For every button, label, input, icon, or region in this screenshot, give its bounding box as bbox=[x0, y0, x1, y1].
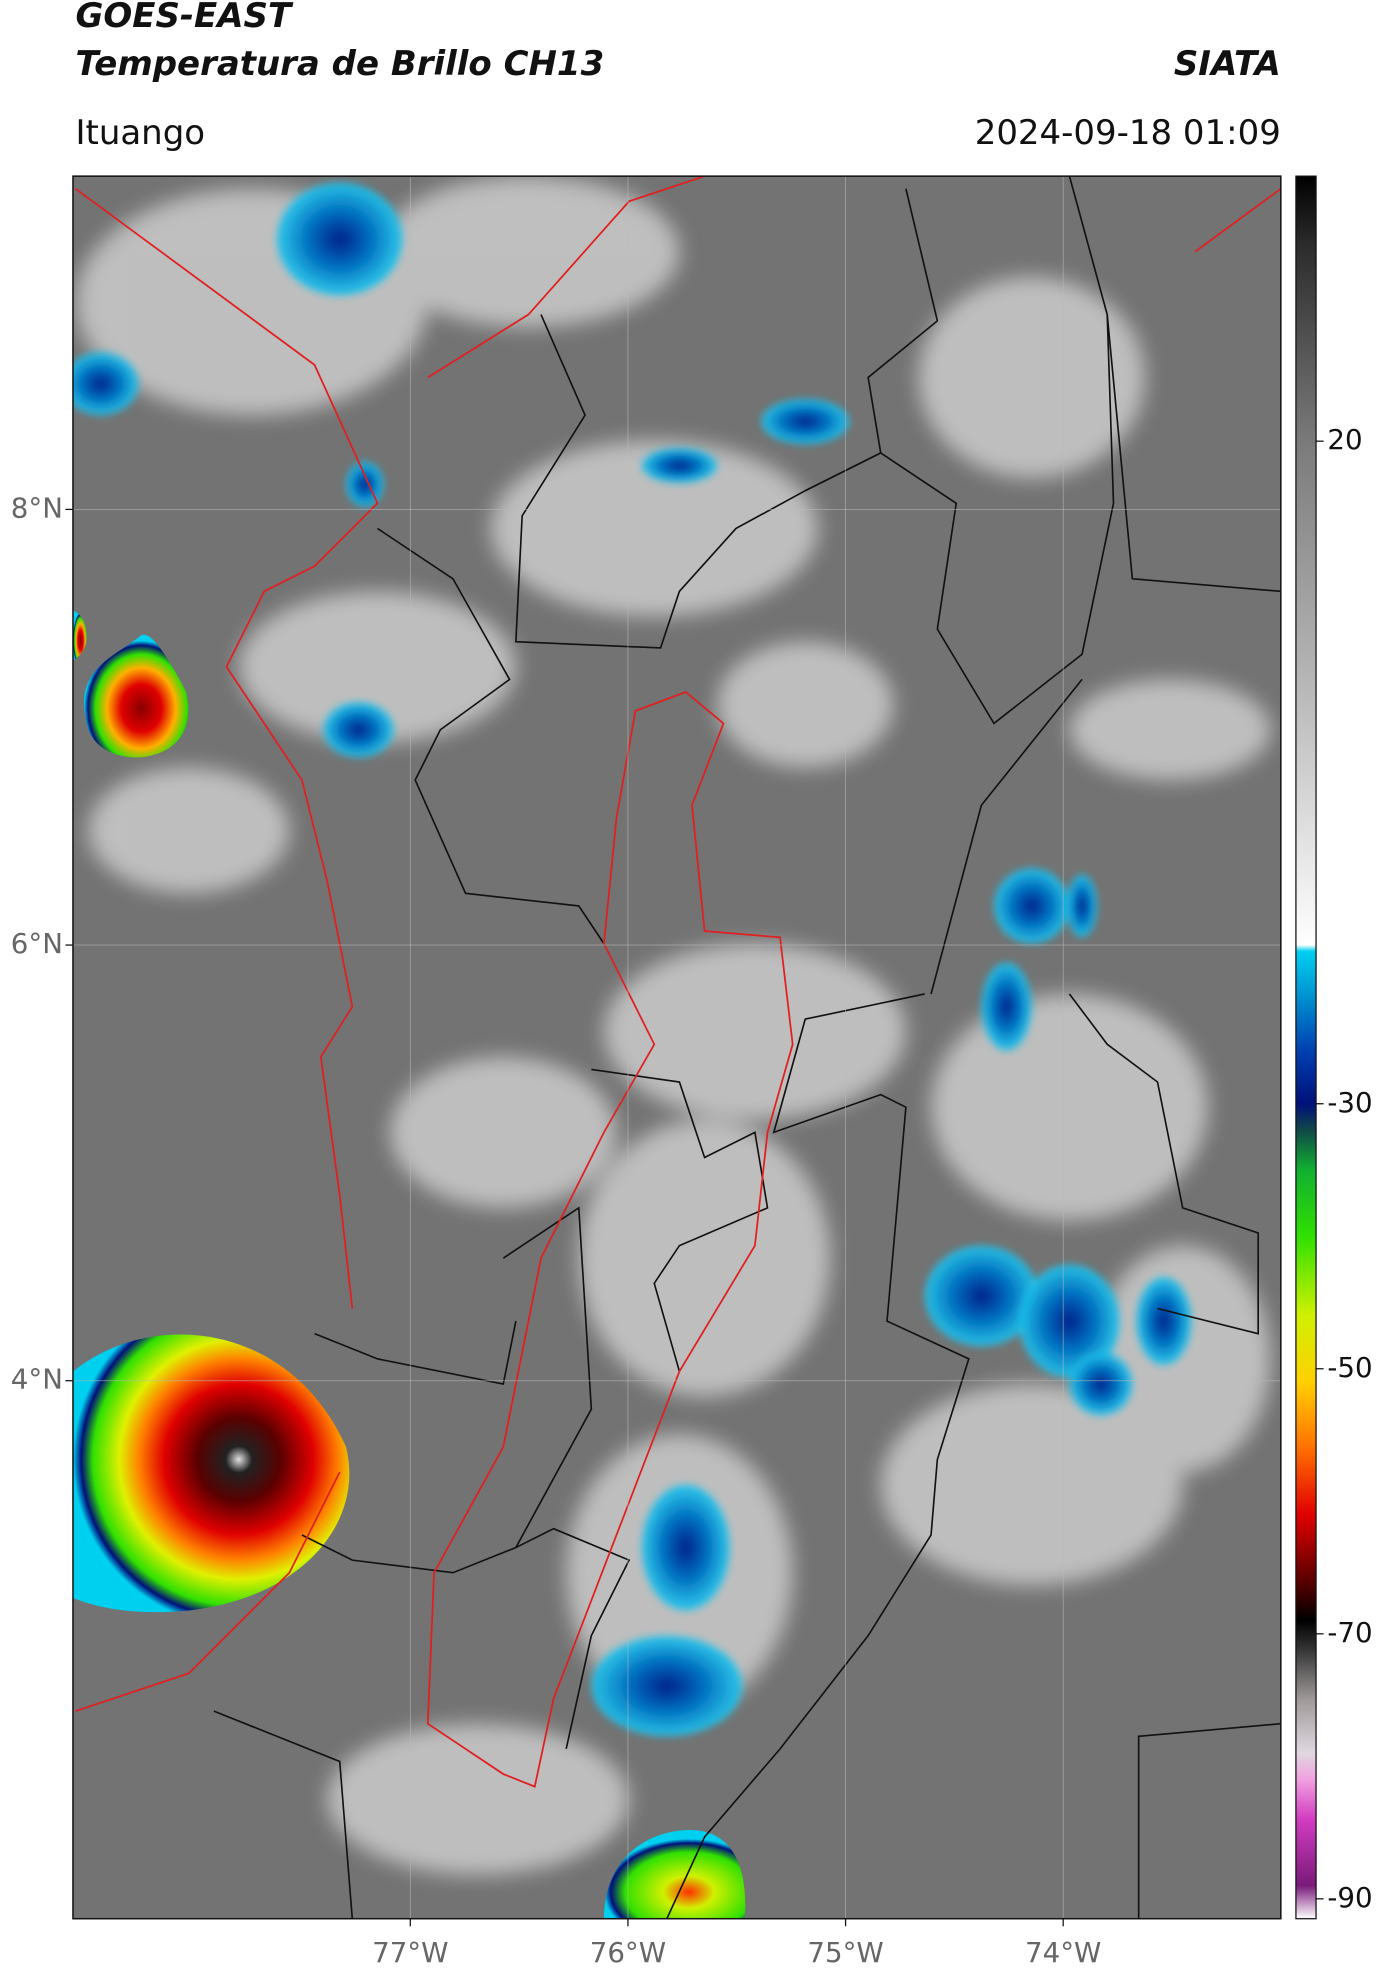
y-tick-label: 4°N bbox=[11, 1363, 63, 1396]
x-tick-label: 74°W bbox=[1025, 1936, 1101, 1969]
x-tick-label: 76°W bbox=[590, 1936, 666, 1969]
national-and-antioquia-borders bbox=[74, 176, 1281, 1788]
storm-cell bbox=[84, 634, 189, 758]
title: GOES-EAST bbox=[75, 0, 293, 36]
y-tick-label: 8°N bbox=[11, 491, 63, 524]
location: Ituango bbox=[75, 113, 205, 153]
colorbar-tick-label: -30 bbox=[1327, 1086, 1372, 1119]
storm-cell bbox=[603, 1829, 746, 1919]
colorbar-tick-label: -90 bbox=[1327, 1881, 1372, 1914]
colorbar-tick-label: -50 bbox=[1327, 1351, 1372, 1384]
colorbar bbox=[1295, 175, 1317, 1920]
y-tick-label: 6°N bbox=[11, 927, 63, 960]
map-frame bbox=[72, 175, 1282, 1920]
grid bbox=[72, 176, 1281, 1919]
organization: SIATA bbox=[1174, 44, 1281, 84]
satellite-image bbox=[72, 176, 1281, 1919]
subtitle: Temperatura de Brillo CH13 bbox=[75, 44, 604, 84]
cold-cloud-tops bbox=[72, 182, 1192, 1737]
storm-cell bbox=[72, 610, 87, 661]
datetime: 2024-09-18 01:09 bbox=[975, 113, 1281, 153]
x-tick-label: 77°W bbox=[372, 1936, 448, 1969]
department-borders bbox=[213, 176, 1281, 1919]
storm-cell bbox=[72, 1334, 350, 1613]
colorbar-tick-label: 20 bbox=[1327, 423, 1362, 456]
colorbar-tick-label: -70 bbox=[1327, 1616, 1372, 1649]
clouds bbox=[75, 176, 1271, 1875]
x-tick-label: 75°W bbox=[807, 1936, 883, 1969]
